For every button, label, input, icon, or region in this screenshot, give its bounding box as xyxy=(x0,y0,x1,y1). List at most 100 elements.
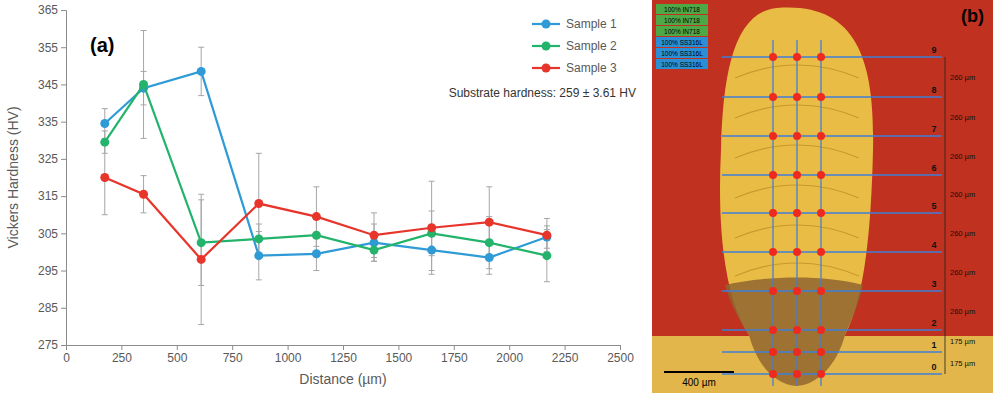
series-point xyxy=(370,231,379,240)
y-tick-label: 305 xyxy=(38,227,58,241)
row-label: 5 xyxy=(931,201,936,211)
indent-point xyxy=(817,132,825,140)
indent-point xyxy=(817,171,825,179)
indent-point xyxy=(769,93,777,101)
y-axis: 275285295305315325335345355365 xyxy=(38,3,67,352)
error-bar-segment xyxy=(141,212,147,213)
legend-label: Sample 1 xyxy=(566,17,617,31)
row-label: 0 xyxy=(931,362,936,372)
spacing-label: 260 µm xyxy=(950,307,975,316)
series-point xyxy=(485,218,494,227)
error-bar-segment xyxy=(371,261,377,262)
y-axis-title: Vickers Hardness (HV) xyxy=(5,106,21,248)
error-bar-segment xyxy=(102,108,108,109)
x-tick: 1500 xyxy=(386,345,413,365)
error-bar-segment xyxy=(544,218,550,219)
y-tick-mark xyxy=(61,159,66,160)
indent-point xyxy=(769,248,777,256)
indent-point xyxy=(817,93,825,101)
background xyxy=(652,0,993,393)
y-tick: 325 xyxy=(38,152,66,166)
spacing-label: 260 µm xyxy=(950,229,975,238)
series-point xyxy=(427,223,436,232)
error-bar-segment xyxy=(198,47,204,48)
y-tick-label: 335 xyxy=(38,115,58,129)
grid-row-line xyxy=(722,290,942,291)
micrograph-image xyxy=(652,0,993,393)
y-tick: 305 xyxy=(38,227,66,241)
x-tick-mark xyxy=(620,345,621,350)
indent-point xyxy=(793,93,801,101)
x-tick: 500 xyxy=(167,345,187,365)
indent-point xyxy=(793,132,801,140)
error-bar-segment xyxy=(198,194,204,195)
series-point xyxy=(254,234,263,243)
error-bar-segment xyxy=(313,186,319,187)
series-point xyxy=(542,251,551,260)
series-point xyxy=(139,80,148,89)
y-tick-mark xyxy=(61,47,66,48)
error-bar-segment xyxy=(544,281,550,282)
legend-item: Sample 3 xyxy=(532,61,617,75)
y-tick-label: 295 xyxy=(38,264,58,278)
series-point xyxy=(312,212,321,221)
indent-point xyxy=(769,171,777,179)
error-bar-segment xyxy=(256,153,262,154)
y-axis-line xyxy=(61,11,67,346)
x-tick-label: 1500 xyxy=(386,351,413,365)
row-label: 6 xyxy=(931,163,936,173)
y-tick-mark xyxy=(61,308,66,309)
x-tick-label: 750 xyxy=(223,351,243,365)
x-tick: 750 xyxy=(223,345,243,365)
spacing-label: 260 µm xyxy=(950,113,975,122)
series-point xyxy=(100,138,109,147)
series-point xyxy=(542,231,551,240)
series-point xyxy=(427,246,436,255)
y-tick-mark xyxy=(61,122,66,123)
indent-point xyxy=(793,370,801,378)
x-tick-label: 1750 xyxy=(441,351,468,365)
legend-box xyxy=(656,48,708,58)
error-bar-segment xyxy=(102,214,108,215)
annotation: Substrate hardness: 259 ± 3.61 HV xyxy=(449,86,636,100)
legend-box xyxy=(656,4,708,14)
grid-row-line xyxy=(722,212,942,213)
error-bar-segment xyxy=(141,138,147,139)
y-tick-label: 345 xyxy=(38,78,58,92)
error-bar-segment xyxy=(198,324,204,325)
legend-box-label: 100% SS316L xyxy=(661,50,703,57)
x-tick: 250 xyxy=(112,345,132,365)
x-axis-title: Distance (µm) xyxy=(299,371,386,387)
grid-row-line xyxy=(722,251,942,252)
legend-marker xyxy=(542,64,551,73)
indent-point xyxy=(817,248,825,256)
legend: Sample 1 Sample 2 Sample 3 xyxy=(532,17,617,75)
y-tick-label: 355 xyxy=(38,41,58,55)
indent-point xyxy=(817,348,825,356)
micrograph: 9876543210260 µm260 µm260 µm260 µm260 µm… xyxy=(652,0,993,393)
legend-item: Sample 2 xyxy=(532,39,617,53)
indent-point xyxy=(769,370,777,378)
error-bars xyxy=(102,140,550,324)
series-point xyxy=(254,199,263,208)
legend-box xyxy=(656,37,708,47)
series-point xyxy=(254,251,263,260)
series-point xyxy=(197,255,206,264)
indent-point xyxy=(793,348,801,356)
series-point xyxy=(370,246,379,255)
y-tick-mark xyxy=(61,10,66,11)
plot-area xyxy=(100,30,551,324)
indent-point xyxy=(793,209,801,217)
indent-point xyxy=(793,248,801,256)
indent-point xyxy=(793,326,801,334)
legend-box xyxy=(656,15,708,25)
error-bar-segment xyxy=(371,212,377,213)
deposit-base xyxy=(725,278,863,387)
error-bar-segment xyxy=(141,30,147,31)
legend-label: Sample 2 xyxy=(566,39,617,53)
x-tick-label: 1000 xyxy=(275,351,302,365)
scale-bar xyxy=(664,371,734,373)
y-tick: 285 xyxy=(38,301,66,315)
grid-row-line xyxy=(722,56,942,57)
figure: 0250500750100012501500175020002250250027… xyxy=(0,0,995,393)
